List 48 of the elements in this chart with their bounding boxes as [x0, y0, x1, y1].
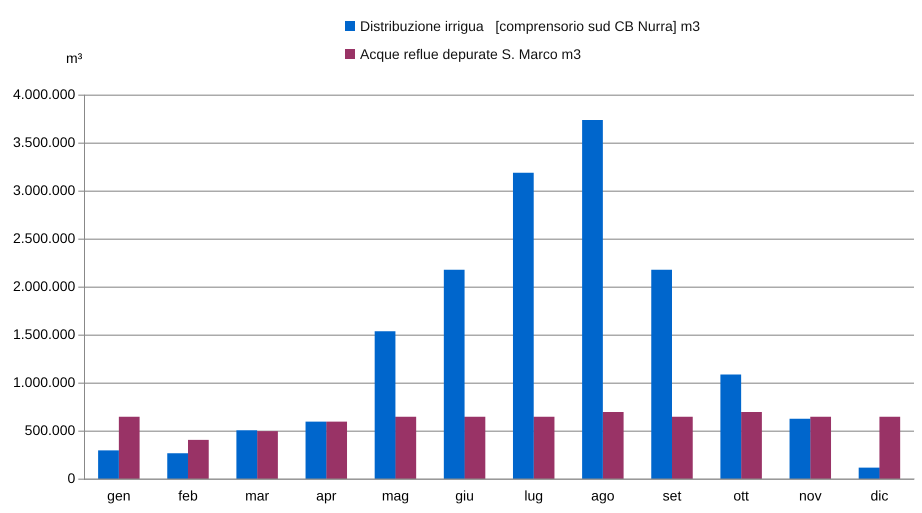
y-tick-label: 3.500.000	[12, 134, 76, 150]
y-tick-label: 4.000.000	[12, 86, 76, 102]
bar	[858, 468, 880, 478]
x-tick-label: gen	[107, 487, 131, 504]
bar	[651, 270, 672, 478]
bar	[118, 416, 140, 478]
bar	[602, 412, 624, 478]
bar	[879, 416, 900, 478]
x-tick-label: ago	[591, 487, 615, 504]
bar	[188, 440, 209, 478]
bar	[534, 416, 554, 478]
x-tick-label: ott	[733, 487, 750, 504]
y-tick-label: 0	[67, 470, 76, 486]
x-tick-label: mag	[382, 487, 410, 504]
y-tick-label: 1.000.000	[12, 374, 76, 390]
bar	[790, 418, 810, 478]
x-tick-label: set	[662, 487, 682, 504]
bar	[444, 270, 465, 478]
legend-label: Distribuzione irrigua [comprensorio sud CB Nurra] m3	[360, 18, 700, 34]
bar	[236, 430, 258, 478]
bar	[306, 422, 326, 478]
bar	[672, 416, 693, 478]
x-tick-label: lug	[524, 487, 544, 504]
y-tick-label: 2.000.000	[12, 278, 76, 294]
bar	[512, 172, 534, 478]
bar	[464, 416, 486, 478]
bar	[720, 374, 742, 478]
bar	[810, 416, 832, 478]
y-axis-title: m³	[66, 50, 82, 66]
bar	[582, 120, 603, 478]
bar	[257, 431, 278, 478]
bar	[741, 412, 762, 478]
y-tick-label: 3.000.000	[12, 182, 76, 198]
x-tick-label: giu	[455, 487, 474, 504]
legend-label: Acque reflue depurate S. Marco m3	[360, 46, 582, 62]
x-tick-label: apr	[316, 487, 337, 504]
y-tick-label: 2.500.000	[12, 230, 76, 246]
bar	[326, 422, 348, 478]
x-tick-label: mar	[245, 487, 270, 504]
x-tick-label: feb	[178, 487, 198, 504]
y-tick-label: 1.500.000	[12, 326, 76, 342]
x-tick-label: nov	[798, 487, 822, 504]
bar	[167, 453, 188, 478]
bar	[374, 331, 396, 478]
x-tick-label: dic	[870, 487, 888, 504]
y-tick-label: 500.000	[24, 422, 76, 438]
bar	[395, 416, 416, 478]
bar	[98, 450, 119, 478]
